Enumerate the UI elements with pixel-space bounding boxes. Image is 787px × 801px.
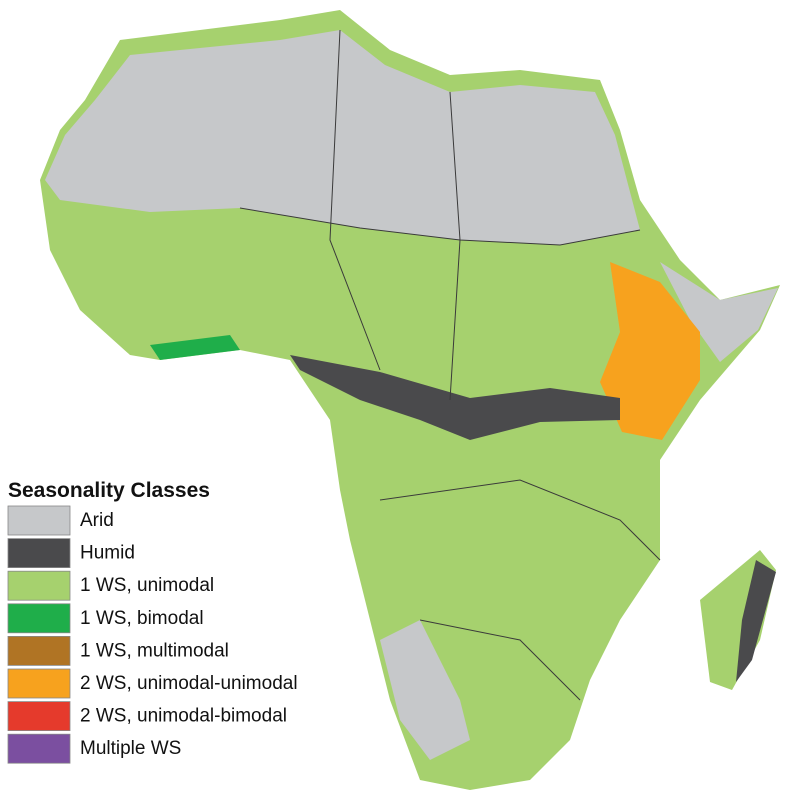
arid-sahara: [45, 30, 640, 245]
bimodal-west: [150, 335, 240, 360]
legend-swatch: [7, 505, 71, 536]
legend-label: 1 WS, bimodal: [80, 608, 204, 629]
legend-label: 1 WS, multimodal: [80, 640, 229, 661]
bimodal-horn: [600, 262, 700, 440]
legend-label: Humid: [80, 543, 135, 564]
madagascar-humid: [736, 560, 776, 682]
arid-horn: [660, 262, 778, 362]
legend-label: 2 WS, unimodal-bimodal: [80, 706, 287, 727]
legend-label: Multiple WS: [80, 738, 181, 759]
border: [449, 91, 461, 401]
legend-title: Seasonality Classes: [8, 479, 210, 502]
legend-swatch: [7, 603, 71, 634]
humid-band: [290, 355, 620, 440]
legend-swatch: [7, 668, 71, 699]
legend-swatch: [7, 733, 71, 764]
legend-label: 2 WS, unimodal-unimodal: [80, 673, 298, 694]
legend-swatch: [7, 701, 71, 731]
legend-label: 1 WS, unimodal: [80, 575, 214, 596]
legend: Seasonality Classes Arid Humid 1 WS, unimo…: [7, 479, 298, 764]
legend-swatch: [7, 538, 71, 568]
legend-swatch: [7, 570, 71, 601]
africa-map: [40, 10, 780, 790]
border: [379, 479, 661, 561]
legend-swatch: [7, 636, 71, 666]
border: [419, 619, 581, 701]
border: [329, 29, 381, 371]
arid-southwest: [380, 620, 470, 760]
legend-label: Arid: [80, 510, 114, 531]
